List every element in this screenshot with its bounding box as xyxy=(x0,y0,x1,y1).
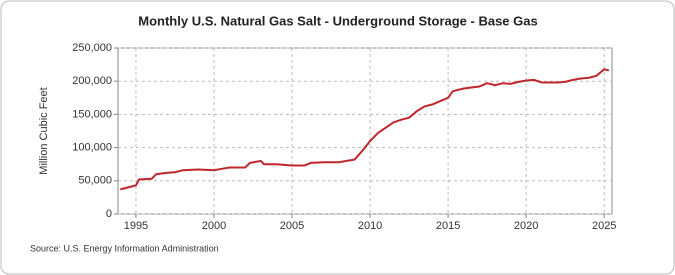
x-tick-label: 2000 xyxy=(202,220,226,232)
y-tick-label: 50,000 xyxy=(78,175,112,187)
plot-area xyxy=(117,47,613,215)
y-tick-label: 0 xyxy=(106,208,112,220)
source-note: Source: U.S. Energy Information Administ… xyxy=(30,243,219,253)
x-tick-label: 2020 xyxy=(514,220,538,232)
x-tick-label: 2025 xyxy=(592,220,616,232)
x-tick-label: 2015 xyxy=(436,220,460,232)
y-tick-label: 100,000 xyxy=(72,142,112,154)
y-tick-label: 200,000 xyxy=(72,75,112,87)
y-tick-label: 150,000 xyxy=(72,108,112,120)
x-tick-label: 2005 xyxy=(280,220,304,232)
data-line xyxy=(120,68,610,191)
x-tick-label: 2010 xyxy=(358,220,382,232)
x-tick-label: 1995 xyxy=(124,220,148,232)
chart-title: Monthly U.S. Natural Gas Salt - Undergro… xyxy=(138,13,537,28)
y-tick-label: 250,000 xyxy=(72,42,112,54)
y-axis-label: Million Cubic Feet xyxy=(38,87,50,174)
